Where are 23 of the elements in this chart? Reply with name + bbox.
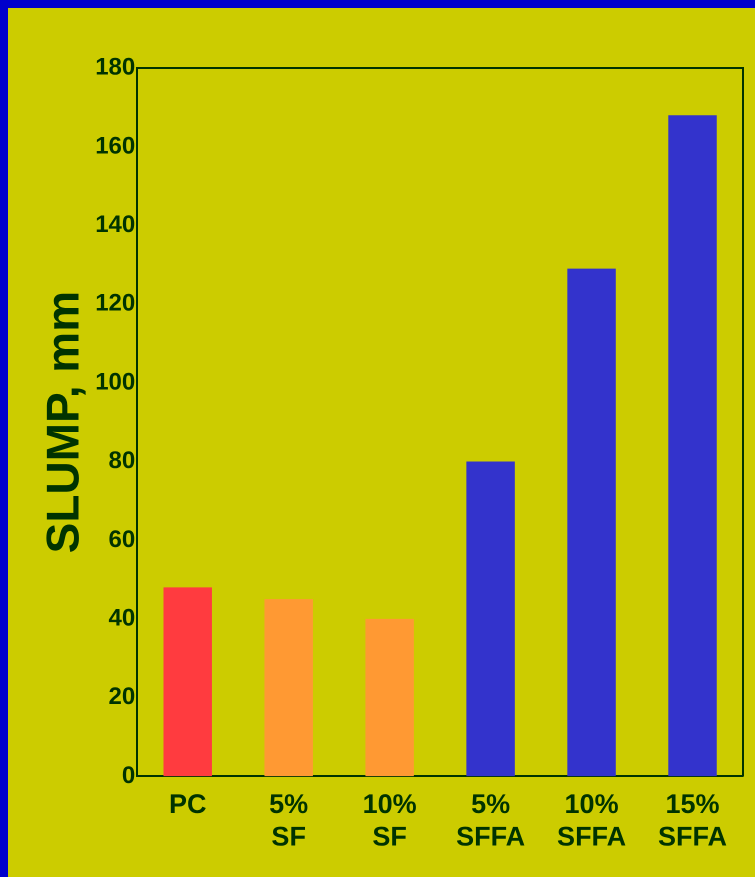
x-tick-label: 10% SFFA: [557, 788, 626, 852]
y-tick-label: 160: [95, 132, 136, 160]
y-tick-label: 60: [108, 526, 136, 553]
bar: [567, 268, 616, 776]
y-tick-label: 20: [108, 683, 136, 710]
x-tick-label: 5% SFFA: [456, 788, 526, 852]
bar: [466, 461, 515, 776]
y-tick-label: 120: [95, 290, 136, 317]
x-tick-label: 15% SFFA: [658, 788, 728, 852]
bar: [163, 587, 212, 776]
bar: [668, 115, 717, 776]
y-tick-label: 40: [108, 604, 136, 632]
x-tick-label: PC: [168, 788, 206, 819]
y-tick-label: 80: [108, 447, 136, 474]
y-tick-label: 100: [95, 368, 136, 396]
y-tick-label: 0: [122, 762, 136, 789]
bar: [264, 599, 313, 776]
bar: [365, 618, 414, 776]
y-tick-label: 140: [95, 211, 136, 238]
y-tick-label: 180: [95, 54, 136, 81]
x-tick-label: 5% SF: [269, 788, 308, 852]
y-axis-title: SLUMP, mm: [36, 290, 88, 554]
x-tick-label: 10% SF: [362, 788, 417, 852]
